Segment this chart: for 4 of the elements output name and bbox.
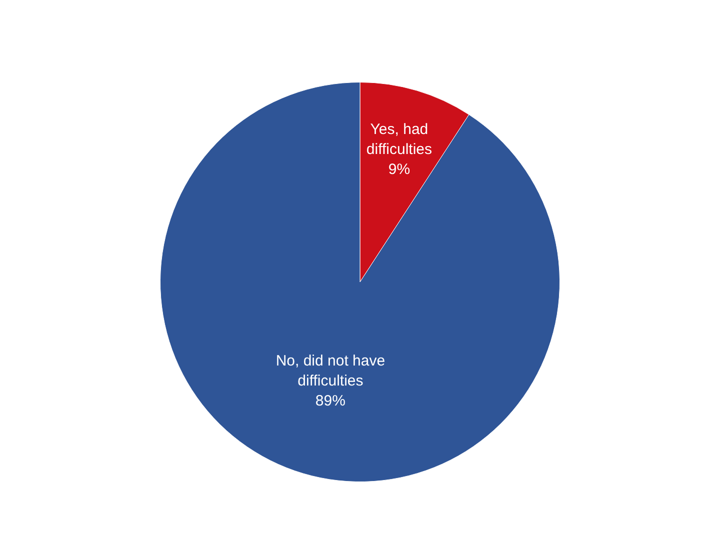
slice-label: Yes, had difficulties	[366, 121, 432, 158]
data-label: 9%	[388, 161, 410, 178]
data-label: 89%	[315, 392, 346, 410]
slice-label: No, did not have difficulties	[276, 352, 386, 390]
